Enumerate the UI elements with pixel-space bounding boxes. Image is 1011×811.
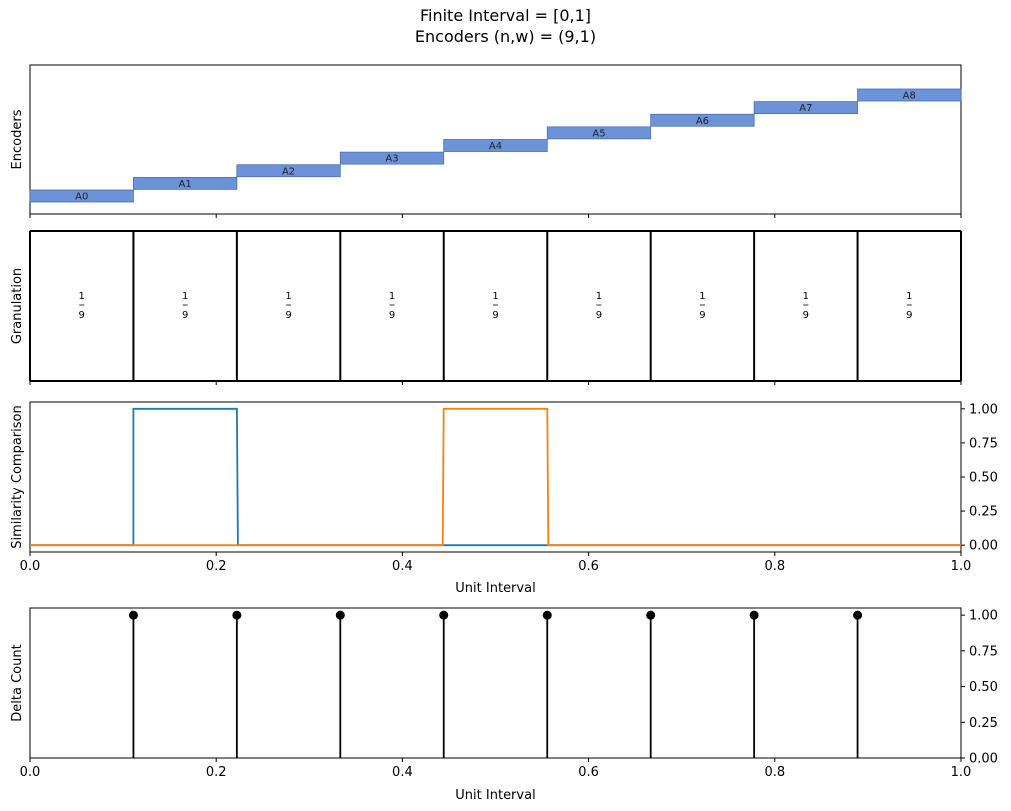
granule-fraction-denominator: 9 <box>389 310 395 321</box>
encoder-bar <box>753 101 858 115</box>
delta-xtick-label: 0.2 <box>206 765 227 780</box>
encoder-bar-label: A1 <box>179 179 192 190</box>
delta-ytick-label: 0.00 <box>969 752 998 767</box>
similarity-series-line <box>30 407 961 547</box>
delta-xtick-label: 0.8 <box>764 765 785 780</box>
delta-ytick-label: 0.50 <box>969 680 998 695</box>
similarity-xtick-label: 1.0 <box>951 559 972 574</box>
similarity-ytick-label: 0.25 <box>969 505 998 520</box>
granule-fraction-denominator: 9 <box>492 310 498 321</box>
delta-stem-marker <box>646 610 656 620</box>
similarity-ytick-label: 0.75 <box>969 436 998 451</box>
encoder-bar <box>443 139 548 152</box>
delta-xtick-label: 0.4 <box>392 765 413 780</box>
similarity-xtick-label: 0.8 <box>764 559 785 574</box>
granule-fraction-numerator: 1 <box>906 291 912 302</box>
similarity-series-line <box>30 407 961 547</box>
granule-fraction-numerator: 1 <box>803 291 809 302</box>
delta-xtick-label: 0.6 <box>578 765 599 780</box>
encoder-bar <box>546 126 652 140</box>
granule-fraction-numerator: 1 <box>79 291 85 302</box>
similarity-ytick-label: 0.00 <box>969 539 998 554</box>
granule-fraction-numerator: 1 <box>182 291 188 302</box>
delta-stem-marker <box>128 610 138 620</box>
granulation-axes-frame <box>29 230 962 382</box>
similarity-xtick-label: 0.4 <box>392 559 413 574</box>
granule-fraction-numerator: 1 <box>492 291 498 302</box>
granule-fraction-denominator: 9 <box>285 310 291 321</box>
granule-fraction-denominator: 9 <box>803 310 809 321</box>
granule-fraction-denominator: 9 <box>79 310 85 321</box>
encoder-bar <box>29 189 134 203</box>
encoder-bar-label: A6 <box>696 116 709 127</box>
delta-xlabel: Unit Interval <box>455 788 535 803</box>
granulation-ylabel: Granulation <box>10 268 25 344</box>
encoder-bar <box>339 151 445 165</box>
delta-ytick-label: 1.00 <box>969 609 998 624</box>
granule-fraction-numerator: 1 <box>389 291 395 302</box>
delta-ytick-label: 0.25 <box>969 716 998 731</box>
granule-fraction-denominator: 9 <box>906 310 912 321</box>
figure-title-line1: Finite Interval = [0,1] <box>419 6 592 25</box>
granule-fraction-numerator: 1 <box>699 291 705 302</box>
similarity-ytick-label: 1.00 <box>969 402 998 417</box>
similarity-xtick-label: 0.0 <box>20 559 41 574</box>
similarity-axes-frame <box>29 401 962 553</box>
granule-fraction-numerator: 1 <box>596 291 602 302</box>
similarity-xlabel: Unit Interval <box>455 581 535 596</box>
delta-stem-marker <box>439 610 449 620</box>
figure-title-line2: Encoders (n,w) = (9,1) <box>414 27 597 46</box>
encoder-bar <box>236 164 341 178</box>
granule-fraction-denominator: 9 <box>596 310 602 321</box>
encoder-bar <box>857 88 962 102</box>
granule-fraction-denominator: 9 <box>699 310 705 321</box>
encoder-bar-label: A7 <box>799 103 812 114</box>
encoders-axes-frame <box>29 64 962 215</box>
granule-fraction-denominator: 9 <box>182 310 188 321</box>
encoder-bar-label: A2 <box>282 166 295 177</box>
delta-stem-marker <box>853 610 863 620</box>
encoder-bar <box>133 176 238 190</box>
similarity-ytick-label: 0.50 <box>969 471 998 486</box>
encoder-bar-label: A0 <box>75 192 88 203</box>
delta-xtick-label: 0.0 <box>20 765 41 780</box>
delta-stem-marker <box>335 610 345 620</box>
encoder-bar-label: A5 <box>592 128 605 139</box>
encoder-bar-label: A3 <box>385 154 398 165</box>
delta-stem-marker <box>232 610 242 620</box>
similarity-xtick-label: 0.6 <box>578 559 599 574</box>
similarity-ylabel: Similarity Comparison <box>10 405 25 548</box>
encoders-ylabel: Encoders <box>10 109 25 169</box>
delta-axes-frame <box>29 607 962 759</box>
encoder-bar-label: A4 <box>489 141 502 152</box>
encoder-bar <box>650 113 755 127</box>
delta-ylabel: Delta Count <box>10 644 25 721</box>
similarity-xtick-label: 0.2 <box>206 559 227 574</box>
encoder-bar-label: A8 <box>903 91 916 102</box>
delta-stem-marker <box>542 610 552 620</box>
delta-xtick-label: 1.0 <box>951 765 972 780</box>
delta-stem-marker <box>749 610 759 620</box>
granule-fraction-numerator: 1 <box>285 291 291 302</box>
delta-ytick-label: 0.75 <box>969 644 998 659</box>
